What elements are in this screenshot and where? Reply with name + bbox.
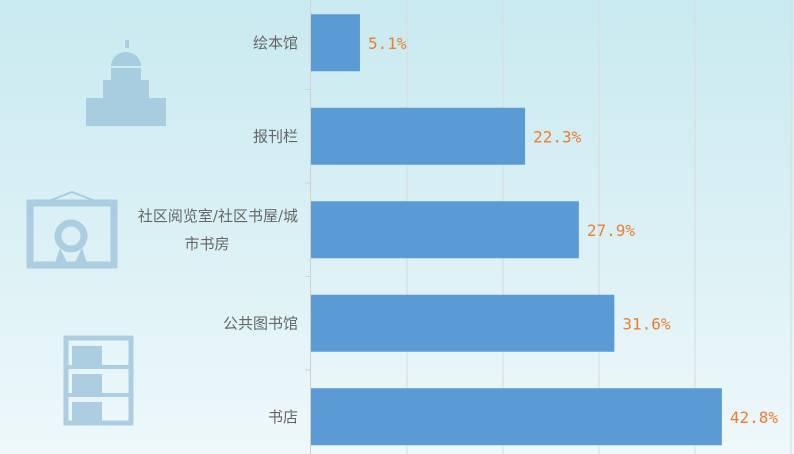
category-label: 报刊栏 bbox=[253, 127, 298, 145]
category-label-line: 绘本馆 bbox=[253, 34, 298, 52]
certificate-icon bbox=[26, 190, 118, 269]
category-label: 公共图书馆 bbox=[223, 314, 298, 332]
data-label: 42.8% bbox=[730, 408, 779, 427]
bar bbox=[311, 294, 615, 352]
category-label: 书店 bbox=[268, 408, 298, 426]
library-building-icon bbox=[86, 40, 166, 126]
category-label-line: 市书房 bbox=[184, 235, 229, 253]
data-labels: 5.1% 22.3% 27.9% 31.6% 42.8% bbox=[368, 34, 778, 427]
data-label: 27.9% bbox=[587, 221, 636, 240]
category-label-line: 报刊栏 bbox=[253, 127, 298, 145]
data-label: 31.6% bbox=[622, 314, 671, 333]
data-label: 22.3% bbox=[533, 127, 582, 146]
category-label-line: 公共图书馆 bbox=[223, 314, 298, 332]
category-label-line: 社区阅览室/社区书屋/城 bbox=[138, 207, 298, 225]
bar bbox=[311, 388, 722, 446]
bar bbox=[311, 14, 360, 72]
bar bbox=[311, 107, 526, 165]
category-label-line: 书店 bbox=[268, 408, 298, 426]
bar bbox=[311, 201, 579, 259]
bars bbox=[311, 14, 722, 446]
category-label: 绘本馆 bbox=[253, 34, 298, 52]
data-label: 5.1% bbox=[368, 34, 407, 53]
bookshelf-icon bbox=[63, 335, 134, 426]
decor-icons bbox=[26, 40, 166, 426]
gridlines bbox=[406, 0, 792, 454]
category-label: 社区阅览室/社区书屋/城市书房 bbox=[138, 207, 298, 253]
category-axis bbox=[305, 0, 311, 454]
